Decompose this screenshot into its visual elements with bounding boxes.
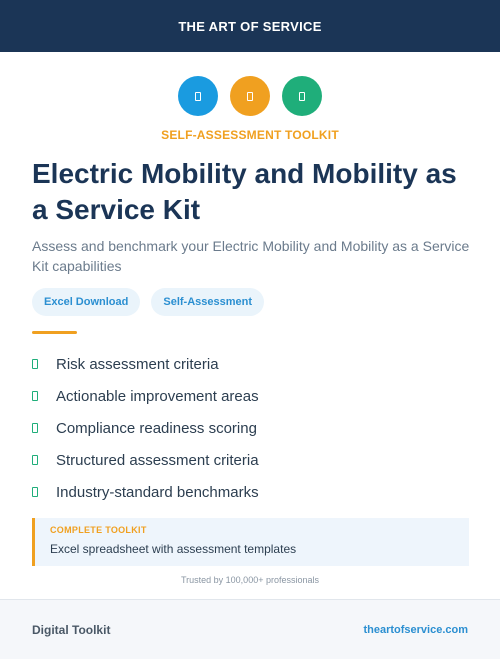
feature-label: Actionable improvement areas bbox=[56, 387, 259, 405]
feature-label: Compliance readiness scoring bbox=[56, 419, 257, 437]
tag-list: Excel Download Self-Assessment bbox=[32, 288, 265, 316]
callout-label: COMPLETE TOOLKIT bbox=[50, 525, 147, 535]
toolkit-callout: COMPLETE TOOLKIT Excel spreadsheet with … bbox=[32, 518, 469, 566]
page-subtitle: Assess and benchmark your Electric Mobil… bbox=[32, 238, 470, 274]
eyebrow-label: SELF-ASSESSMENT TOOLKIT bbox=[161, 128, 339, 142]
feature-label: Industry-standard benchmarks bbox=[56, 483, 259, 501]
check-icon bbox=[32, 455, 38, 465]
icon-row bbox=[0, 76, 500, 116]
accent-divider bbox=[32, 331, 77, 334]
feature-item: Risk assessment criteria bbox=[32, 348, 472, 380]
feature-item: Structured assessment criteria bbox=[32, 444, 472, 476]
footer: Digital Toolkit theartofservice.com bbox=[0, 599, 500, 659]
clipboard-icon bbox=[230, 76, 270, 116]
feature-item: Actionable improvement areas bbox=[32, 380, 472, 412]
tag-excel-download: Excel Download bbox=[32, 288, 141, 316]
tag-self-assessment: Self-Assessment bbox=[151, 288, 265, 316]
feature-item: Compliance readiness scoring bbox=[32, 412, 472, 444]
page-title: Electric Mobility and Mobility as a Serv… bbox=[32, 158, 457, 225]
feature-label: Risk assessment criteria bbox=[56, 355, 219, 373]
callout-text: Excel spreadsheet with assessment templa… bbox=[50, 542, 297, 556]
feature-label: Structured assessment criteria bbox=[56, 451, 259, 469]
check-icon bbox=[32, 487, 38, 497]
top-banner: THE ART OF SERVICE bbox=[0, 0, 500, 52]
feature-item: Industry-standard benchmarks bbox=[32, 476, 472, 508]
trust-note: Trusted by 100,000+ professionals bbox=[180, 575, 319, 585]
check-icon bbox=[32, 423, 38, 433]
feature-list: Risk assessment criteria Actionable impr… bbox=[32, 348, 472, 508]
checklist-icon bbox=[282, 76, 322, 116]
document-icon bbox=[178, 76, 218, 116]
website-link[interactable]: theartofservice.com bbox=[363, 623, 468, 636]
check-icon bbox=[32, 391, 38, 401]
brand-name: THE ART OF SERVICE bbox=[178, 18, 322, 34]
check-icon bbox=[32, 359, 38, 369]
footer-label: Digital Toolkit bbox=[32, 622, 111, 637]
